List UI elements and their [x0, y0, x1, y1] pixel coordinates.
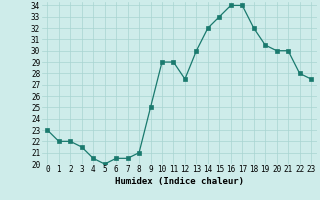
X-axis label: Humidex (Indice chaleur): Humidex (Indice chaleur): [115, 177, 244, 186]
